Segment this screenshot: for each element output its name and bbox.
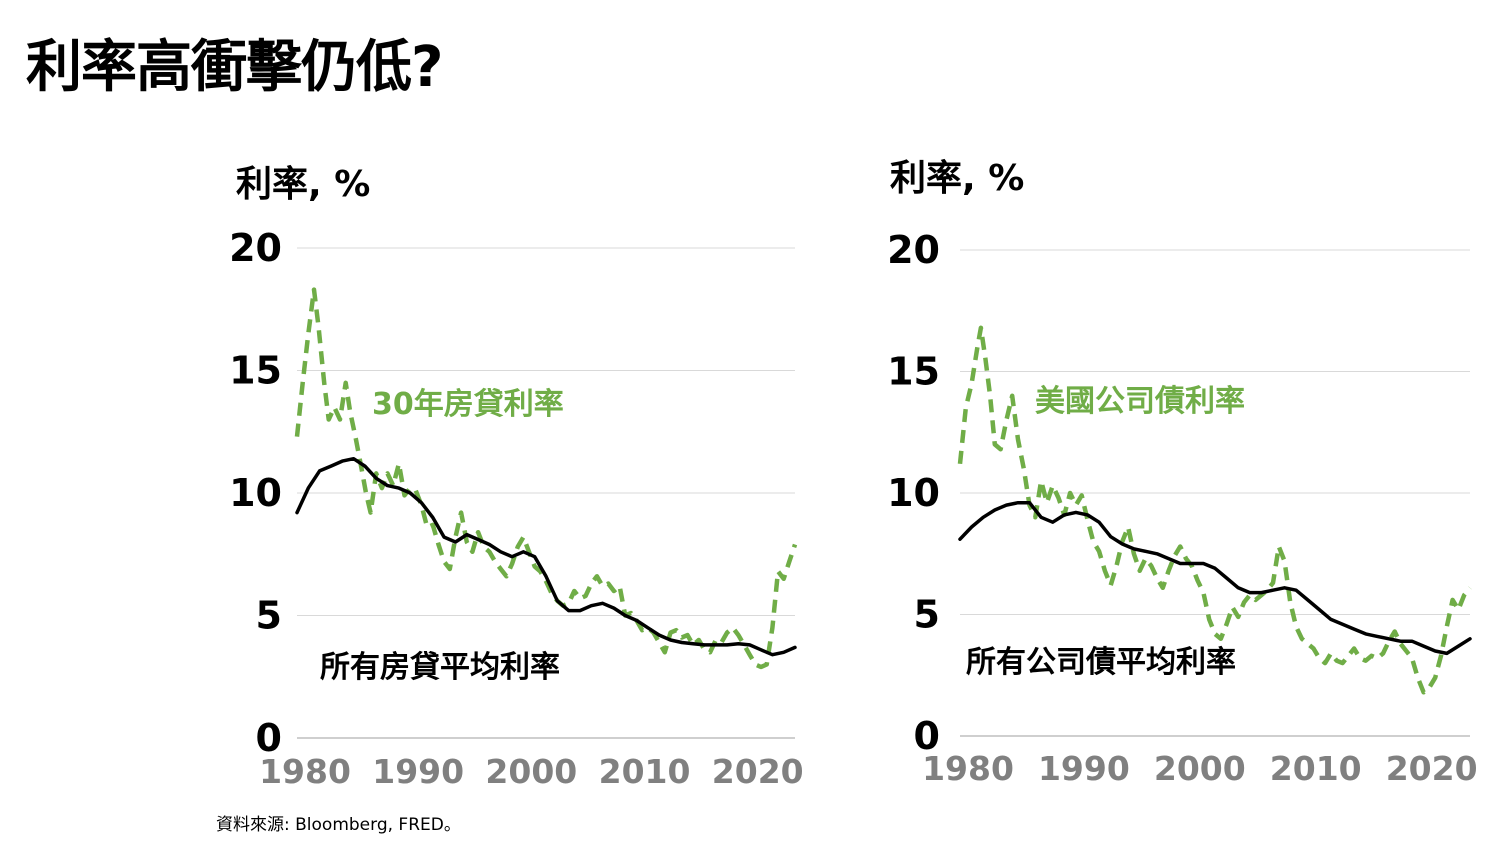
x-tick-label: 1990 bbox=[1038, 749, 1130, 788]
series-line-dashed bbox=[957, 325, 1472, 695]
y-tick-label: 0 bbox=[914, 714, 940, 758]
y-unit-label: 利率, % bbox=[890, 158, 1024, 199]
y-tick-label: 15 bbox=[229, 349, 282, 393]
y-tick-label: 20 bbox=[229, 226, 282, 270]
series-line-solid bbox=[295, 456, 797, 657]
x-tick-label: 1980 bbox=[259, 752, 351, 791]
series-label: 所有房貸平均利率 bbox=[320, 650, 560, 685]
series-label: 30年房貸利率 bbox=[372, 387, 564, 422]
series-label: 美國公司債利率 bbox=[1035, 384, 1245, 419]
x-tick-label: 2000 bbox=[1154, 749, 1246, 788]
series-line-dashed bbox=[294, 287, 798, 670]
chart-left: 利率, % 0 5 10 15 20 1980 1990 2000 2010 2020 30年房貸利率… bbox=[229, 164, 804, 791]
x-tick-label: 2000 bbox=[485, 752, 577, 791]
y-tick-label: 5 bbox=[914, 593, 940, 637]
x-tick-label: 2010 bbox=[1270, 749, 1362, 788]
page-title: 利率高衝擊仍低? bbox=[26, 35, 443, 100]
y-tick-label: 20 bbox=[887, 228, 940, 272]
y-tick-label: 10 bbox=[887, 471, 940, 515]
series-line-solid bbox=[958, 500, 1472, 656]
y-tick-label: 5 bbox=[256, 594, 282, 638]
source-note: 資料來源: Bloomberg, FRED。 bbox=[216, 815, 461, 835]
x-tick-label: 1990 bbox=[372, 752, 464, 791]
x-tick-label: 2010 bbox=[599, 752, 691, 791]
x-tick-label: 2020 bbox=[712, 752, 804, 791]
series-label: 所有公司債平均利率 bbox=[966, 645, 1236, 680]
x-tick-label: 2020 bbox=[1386, 749, 1478, 788]
y-tick-label: 15 bbox=[887, 350, 940, 394]
y-tick-label: 0 bbox=[256, 716, 282, 760]
y-tick-label: 10 bbox=[229, 471, 282, 515]
x-tick-label: 1980 bbox=[922, 749, 1014, 788]
y-unit-label: 利率, % bbox=[236, 164, 370, 205]
chart-right: 利率, % 0 5 10 15 20 1980 1990 2000 2010 2020 美國公司債利率… bbox=[887, 158, 1477, 788]
